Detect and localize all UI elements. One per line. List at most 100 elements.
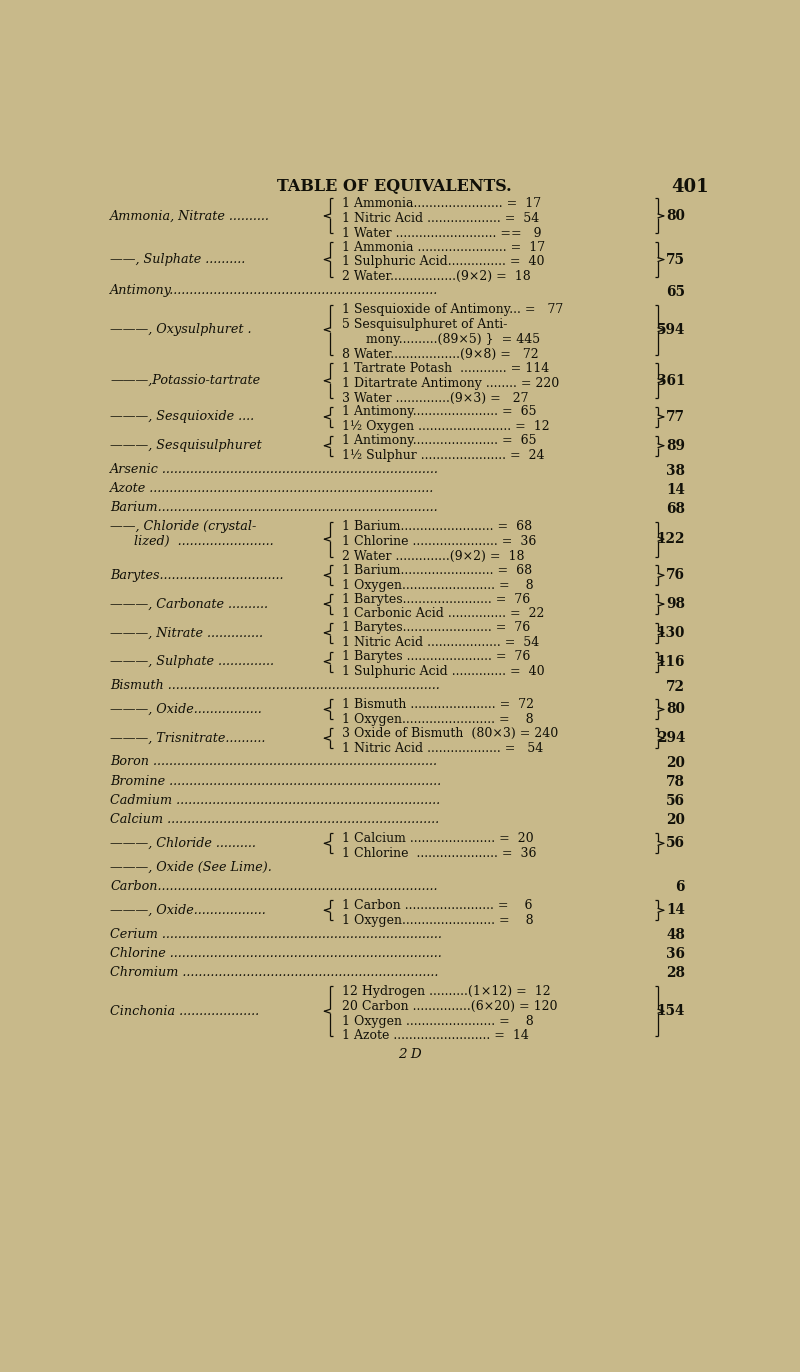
Text: Barium......................................................................: Barium..................................… <box>110 501 438 514</box>
Text: 56: 56 <box>666 837 685 851</box>
Text: 1 Sesquioxide of Antimony... =   77: 1 Sesquioxide of Antimony... = 77 <box>342 303 563 317</box>
Text: 5 Sesquisulphuret of Anti-: 5 Sesquisulphuret of Anti- <box>342 318 507 331</box>
Text: 20: 20 <box>666 756 685 770</box>
Text: 154: 154 <box>657 1004 685 1018</box>
Text: 3 Oxide of Bismuth  (80×3) = 240: 3 Oxide of Bismuth (80×3) = 240 <box>342 727 558 740</box>
Text: 1 Nitric Acid ................... =  54: 1 Nitric Acid ................... = 54 <box>342 637 539 649</box>
Text: 76: 76 <box>666 568 685 582</box>
Text: 1 Carbonic Acid ............... =  22: 1 Carbonic Acid ............... = 22 <box>342 608 544 620</box>
Text: 28: 28 <box>666 966 685 981</box>
Text: 1 Chlorine ...................... =  36: 1 Chlorine ...................... = 36 <box>342 535 536 547</box>
Text: Barytes...............................: Barytes............................... <box>110 569 283 582</box>
Text: 78: 78 <box>666 775 685 789</box>
Text: 1 Nitric Acid ................... =  54: 1 Nitric Acid ................... = 54 <box>342 211 539 225</box>
Text: ———, Oxide.................: ———, Oxide................. <box>110 702 262 716</box>
Text: 3 Water ..............(9×3) =   27: 3 Water ..............(9×3) = 27 <box>342 391 528 405</box>
Text: 1 Barytes....................... =  76: 1 Barytes....................... = 76 <box>342 593 530 605</box>
Text: 2 D: 2 D <box>398 1048 422 1061</box>
Text: 1 Barytes....................... =  76: 1 Barytes....................... = 76 <box>342 622 530 634</box>
Text: 1 Sulphuric Acid............... =  40: 1 Sulphuric Acid............... = 40 <box>342 255 544 269</box>
Text: 1 Sulphuric Acid .............. =  40: 1 Sulphuric Acid .............. = 40 <box>342 665 545 678</box>
Text: mony..........(89×5) }  = 445: mony..........(89×5) } = 445 <box>342 333 540 346</box>
Text: 14: 14 <box>666 903 685 918</box>
Text: ———, Trisnitrate..........: ———, Trisnitrate.......... <box>110 731 266 745</box>
Text: 1 Oxygen........................ =    8: 1 Oxygen........................ = 8 <box>342 914 534 926</box>
Text: 1 Ammonia....................... =  17: 1 Ammonia....................... = 17 <box>342 198 541 210</box>
Text: ———, Oxysulphuret .: ———, Oxysulphuret . <box>110 324 251 336</box>
Text: ———, Oxide..................: ———, Oxide.................. <box>110 904 266 916</box>
Text: Chromium ................................................................: Chromium ...............................… <box>110 966 438 978</box>
Text: 80: 80 <box>666 209 685 222</box>
Text: 12 Hydrogen ..........(1×12) =  12: 12 Hydrogen ..........(1×12) = 12 <box>342 985 550 997</box>
Text: 72: 72 <box>666 679 685 694</box>
Text: 1 Water .......................... ==   9: 1 Water .......................... == 9 <box>342 226 542 240</box>
Text: 1 Antimony...................... =  65: 1 Antimony...................... = 65 <box>342 434 536 447</box>
Text: 1 Antimony...................... =  65: 1 Antimony...................... = 65 <box>342 405 536 418</box>
Text: 1 Calcium ...................... =  20: 1 Calcium ...................... = 20 <box>342 831 534 845</box>
Text: 1 Ditartrate Antimony ........ = 220: 1 Ditartrate Antimony ........ = 220 <box>342 377 559 390</box>
Text: 1 Oxygen ....................... =    8: 1 Oxygen ....................... = 8 <box>342 1014 534 1028</box>
Text: ———, Chloride ..........: ———, Chloride .......... <box>110 837 256 849</box>
Text: Bromine ....................................................................: Bromine ................................… <box>110 775 442 788</box>
Text: 48: 48 <box>666 929 685 943</box>
Text: 65: 65 <box>666 285 685 299</box>
Text: 1 Barium........................ =  68: 1 Barium........................ = 68 <box>342 564 532 576</box>
Text: Boron .......................................................................: Boron ..................................… <box>110 756 437 768</box>
Text: ———, Sesquioxide ....: ———, Sesquioxide .... <box>110 410 254 424</box>
Text: Cinchonia ....................: Cinchonia .................... <box>110 1004 259 1018</box>
Text: 130: 130 <box>657 626 685 639</box>
Text: 1 Nitric Acid ................... =   54: 1 Nitric Acid ................... = 54 <box>342 741 543 755</box>
Text: 89: 89 <box>666 439 685 453</box>
Text: 1 Tartrate Potash  ............ = 114: 1 Tartrate Potash ............ = 114 <box>342 362 549 375</box>
Text: 1 Oxygen........................ =    8: 1 Oxygen........................ = 8 <box>342 579 534 591</box>
Text: 594: 594 <box>657 322 685 336</box>
Text: ———,Potassio-tartrate: ———,Potassio-tartrate <box>110 375 260 387</box>
Text: 1 Ammonia ....................... =  17: 1 Ammonia ....................... = 17 <box>342 240 545 254</box>
Text: Antimony...................................................................: Antimony................................… <box>110 284 438 298</box>
Text: 80: 80 <box>666 702 685 716</box>
Text: 56: 56 <box>666 794 685 808</box>
Text: 1½ Sulphur ...................... =  24: 1½ Sulphur ...................... = 24 <box>342 449 544 462</box>
Text: 1½ Oxygen ........................ =  12: 1½ Oxygen ........................ = 12 <box>342 420 550 434</box>
Text: 1 Barium........................ =  68: 1 Barium........................ = 68 <box>342 520 532 534</box>
Text: Calcium ....................................................................: Calcium ................................… <box>110 812 439 826</box>
Text: 2 Water ..............(9×2) =  18: 2 Water ..............(9×2) = 18 <box>342 550 524 563</box>
Text: 14: 14 <box>666 483 685 497</box>
Text: Ammonia, Nitrate ..........: Ammonia, Nitrate .......... <box>110 210 270 222</box>
Text: 116: 116 <box>657 654 685 668</box>
Text: Carbon......................................................................: Carbon..................................… <box>110 879 438 893</box>
Text: 75: 75 <box>666 252 685 266</box>
Text: ———, Carbonate ..........: ———, Carbonate .......... <box>110 598 268 611</box>
Text: 98: 98 <box>666 597 685 611</box>
Text: 2 Water.................(9×2) =  18: 2 Water.................(9×2) = 18 <box>342 270 530 284</box>
Text: 1 Bismuth ...................... =  72: 1 Bismuth ...................... = 72 <box>342 698 534 711</box>
Text: Cadmium ..................................................................: Cadmium ................................… <box>110 793 440 807</box>
Text: 1 Oxygen........................ =    8: 1 Oxygen........................ = 8 <box>342 713 534 726</box>
Text: Cerium ......................................................................: Cerium .................................… <box>110 927 442 941</box>
Text: ———, Nitrate ..............: ———, Nitrate .............. <box>110 627 263 639</box>
Text: 68: 68 <box>666 502 685 516</box>
Text: 361: 361 <box>657 373 685 388</box>
Text: ——, Sulphate ..........: ——, Sulphate .......... <box>110 252 246 266</box>
Text: 1 Chlorine  ..................... =  36: 1 Chlorine ..................... = 36 <box>342 847 536 860</box>
Text: 122: 122 <box>657 532 685 546</box>
Text: ———, Oxide (See Lime).: ———, Oxide (See Lime). <box>110 860 272 874</box>
Text: 1 Barytes ...................... =  76: 1 Barytes ...................... = 76 <box>342 650 530 663</box>
Text: 6: 6 <box>676 881 685 895</box>
Text: 1 Azote ......................... =  14: 1 Azote ......................... = 14 <box>342 1029 529 1043</box>
Text: Arsenic .....................................................................: Arsenic ................................… <box>110 462 439 476</box>
Text: Chlorine ....................................................................: Chlorine ...............................… <box>110 947 442 959</box>
Text: 401: 401 <box>672 178 710 196</box>
Text: 38: 38 <box>666 464 685 477</box>
Text: 20 Carbon ...............(6×20) = 120: 20 Carbon ...............(6×20) = 120 <box>342 1000 558 1013</box>
Text: 36: 36 <box>666 948 685 962</box>
Text: TABLE OF EQUIVALENTS.: TABLE OF EQUIVALENTS. <box>277 178 512 195</box>
Text: ——, Chloride (crystal-: ——, Chloride (crystal- <box>110 520 256 534</box>
Text: 77: 77 <box>666 410 685 424</box>
Text: 20: 20 <box>666 814 685 827</box>
Text: ———, Sulphate ..............: ———, Sulphate .............. <box>110 654 274 668</box>
Text: 8 Water..................(9×8) =   72: 8 Water..................(9×8) = 72 <box>342 348 538 361</box>
Text: ———, Sesquisulphuret: ———, Sesquisulphuret <box>110 439 262 453</box>
Text: 294: 294 <box>657 731 685 745</box>
Text: Bismuth ....................................................................: Bismuth ................................… <box>110 679 440 691</box>
